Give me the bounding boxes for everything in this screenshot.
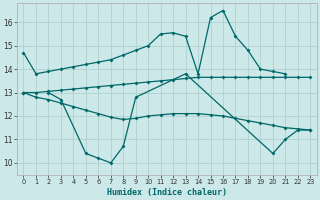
X-axis label: Humidex (Indice chaleur): Humidex (Indice chaleur) — [107, 188, 227, 197]
